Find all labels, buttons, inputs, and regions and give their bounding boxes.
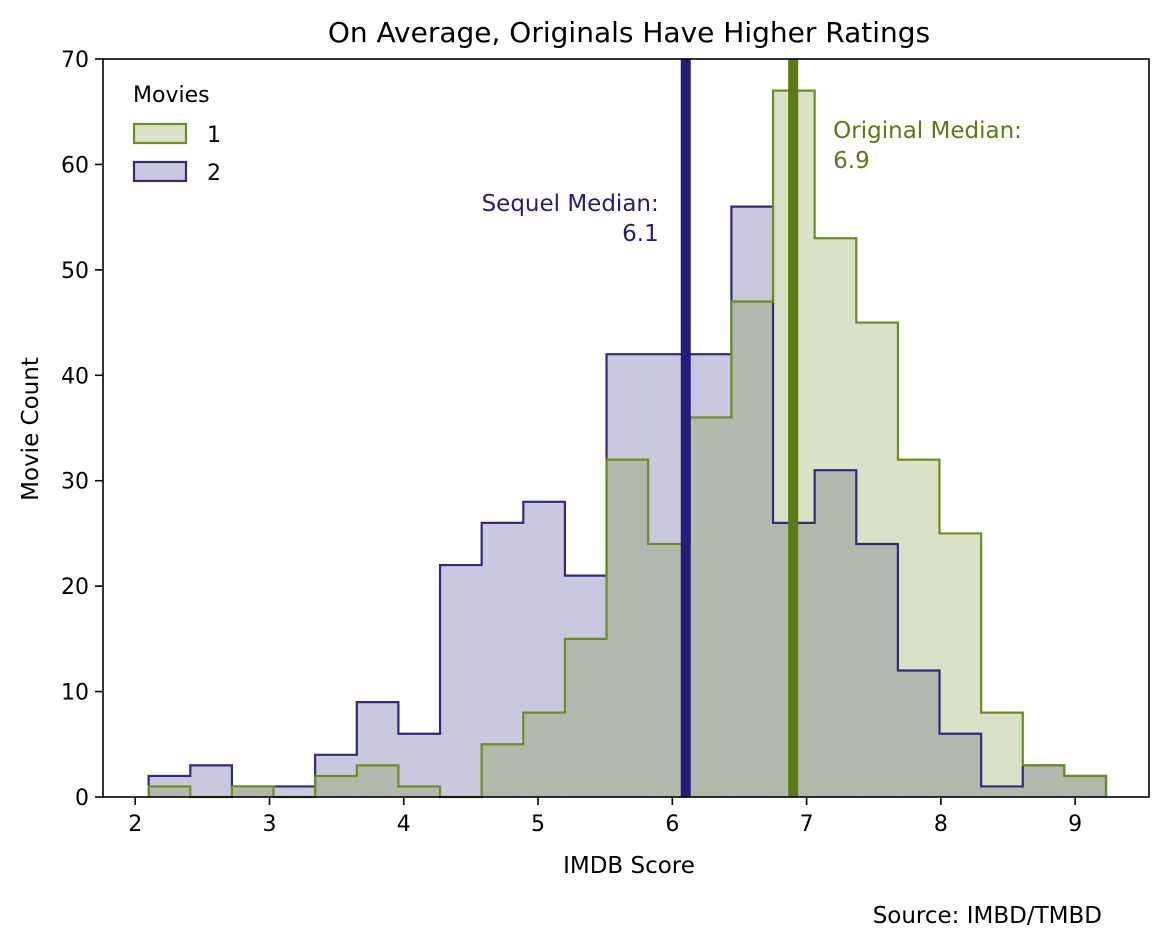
y-tick-label: 70 [61, 48, 89, 73]
median-value-label: 6.1 [622, 221, 659, 247]
median-label: Sequel Median: [482, 191, 659, 217]
y-tick-label: 0 [75, 786, 89, 811]
histogram-bar-series-1 [481, 744, 524, 797]
histogram-bar-series-2 [939, 733, 982, 797]
histogram-bar-series-1 [856, 322, 898, 797]
histogram-bar-series-2 [856, 543, 898, 797]
histogram-bar-series-2 [523, 501, 565, 797]
y-tick-label: 30 [61, 470, 89, 495]
legend-entry-label: 2 [207, 161, 221, 186]
histogram-bar-series-1 [981, 712, 1023, 797]
x-axis-label: IMDB Score [563, 853, 695, 879]
y-tick-label: 10 [61, 681, 89, 706]
histogram-bar-series-1 [148, 786, 191, 797]
median-value-label: 6.9 [833, 148, 870, 174]
histogram-bar-series-1 [398, 786, 441, 797]
histogram-bar-series-1 [689, 417, 732, 797]
histogram-bar-series-1 [939, 533, 982, 797]
histogram-bar-series-2 [1022, 765, 1065, 797]
y-tick-label: 20 [61, 575, 89, 600]
histogram-bar-series-2 [356, 702, 399, 797]
histogram-bar-series-2 [981, 786, 1023, 797]
plot-frame [102, 58, 1150, 798]
histogram-bar-series-2 [1064, 775, 1107, 797]
x-tick-label: 3 [263, 812, 277, 837]
chart-title: On Average, Originals Have Higher Rating… [328, 16, 930, 49]
x-tick-label: 5 [531, 812, 545, 837]
median-label: Original Median: [833, 118, 1022, 144]
x-tick-label: 8 [934, 812, 948, 837]
histogram-bar-series-2 [814, 470, 857, 797]
legend-swatch-series-1 [132, 122, 188, 145]
histogram-bar-series-1 [356, 765, 399, 797]
source-note: Source: IMBD/TMBD [873, 903, 1102, 929]
histogram-bar-series-2 [689, 354, 732, 797]
histogram-bar-series-2 [731, 206, 774, 798]
y-axis-label: Movie Count [18, 357, 44, 501]
legend-title: Movies [133, 83, 210, 108]
histogram-bar-series-2 [440, 565, 482, 797]
histogram-bar-series-1 [564, 638, 607, 797]
histogram-bar-series-1 [523, 712, 565, 797]
histogram-bar-series-2 [481, 522, 524, 797]
histogram-bar-series-1 [231, 786, 274, 797]
x-tick-label: 7 [800, 812, 814, 837]
histogram-bar-series-1 [897, 459, 940, 797]
x-tick-label: 4 [397, 812, 411, 837]
y-tick-label: 40 [61, 364, 89, 389]
histogram-bar-series-1 [814, 238, 857, 797]
histogram-bar-series-1 [315, 775, 357, 797]
histogram-bar-series-1 [606, 459, 649, 797]
x-tick-label: 9 [1068, 812, 1082, 837]
histogram-bar-series-1 [1064, 775, 1107, 797]
histogram-bar-series-2 [273, 786, 316, 797]
histogram-bar-series-2 [190, 765, 232, 797]
legend-swatch-series-2 [132, 160, 188, 183]
legend-entry-label: 1 [207, 123, 221, 148]
y-tick-label: 60 [61, 153, 89, 178]
x-tick-label: 2 [128, 812, 142, 837]
histogram-bar-series-1 [1022, 765, 1065, 797]
histogram-bar-series-2 [231, 786, 274, 797]
y-tick-label: 50 [61, 259, 89, 284]
histogram-bar-series-1 [731, 301, 774, 797]
x-tick-label: 6 [665, 812, 679, 837]
histogram-bar-series-2 [564, 575, 607, 797]
histogram-bar-series-2 [897, 670, 940, 797]
histogram-bar-series-2 [606, 354, 649, 797]
